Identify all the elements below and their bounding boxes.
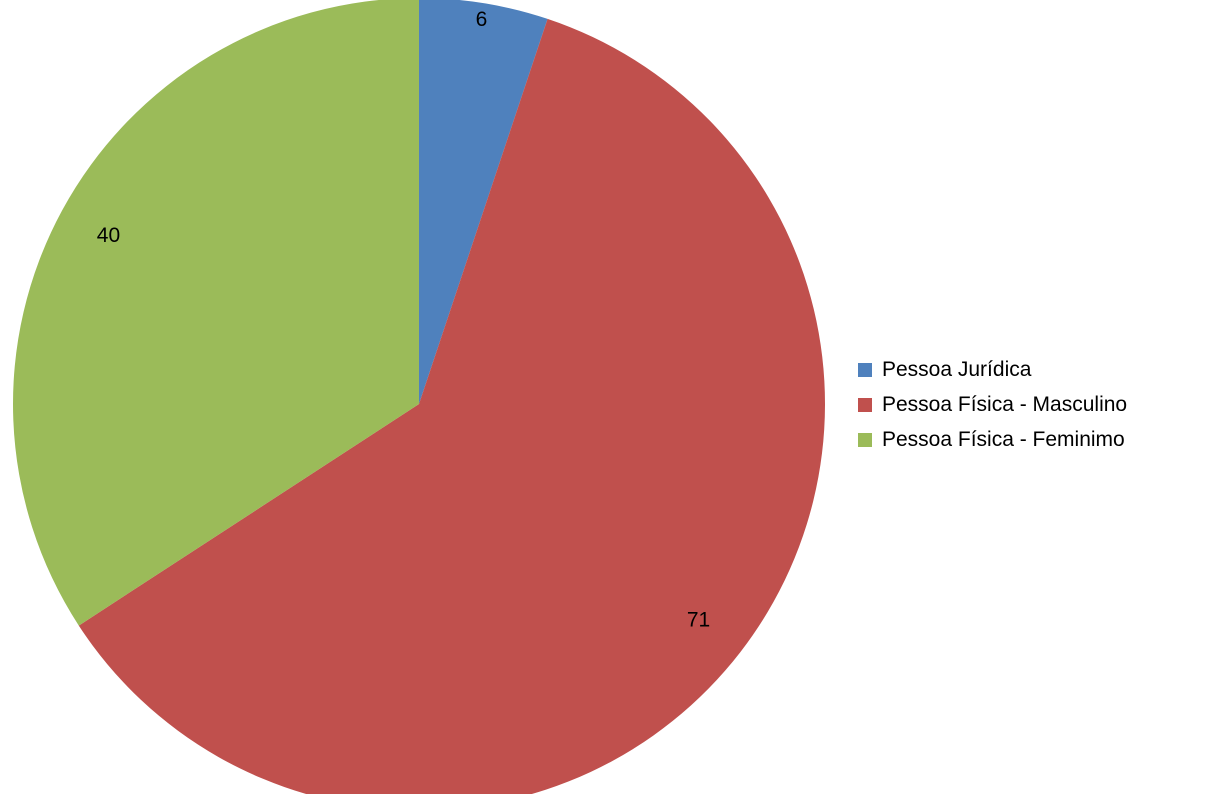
legend-label: Pessoa Jurídica	[882, 358, 1032, 381]
data-label-pessoa-fisica-masculino: 71	[687, 608, 710, 631]
legend-label: Pessoa Física - Masculino	[882, 393, 1128, 416]
pie-data-labels: 6 71 40	[97, 8, 710, 632]
legend-item-pessoa-juridica: Pessoa Jurídica	[858, 352, 1127, 387]
pie-slice-pessoa-juridica	[419, 0, 548, 404]
pie-slice-pessoa-fisica-masculino	[78, 18, 825, 794]
pie-slices	[13, 0, 825, 794]
legend-item-pessoa-fisica-masculino: Pessoa Física - Masculino	[858, 387, 1127, 422]
legend: Pessoa Jurídica Pessoa Física - Masculin…	[858, 352, 1127, 457]
legend-label: Pessoa Física - Feminimo	[882, 428, 1125, 451]
legend-swatch	[858, 362, 872, 377]
legend-item-pessoa-fisica-feminimo: Pessoa Física - Feminimo	[858, 422, 1127, 457]
data-label-pessoa-juridica: 6	[476, 8, 488, 31]
pie-plot-area: 6 71 40	[13, 0, 825, 794]
legend-swatch	[858, 397, 872, 412]
data-label-pessoa-fisica-feminimo: 40	[97, 224, 120, 247]
legend-swatch	[858, 432, 872, 447]
pie-slice-pessoa-fisica-feminimo	[13, 0, 419, 626]
